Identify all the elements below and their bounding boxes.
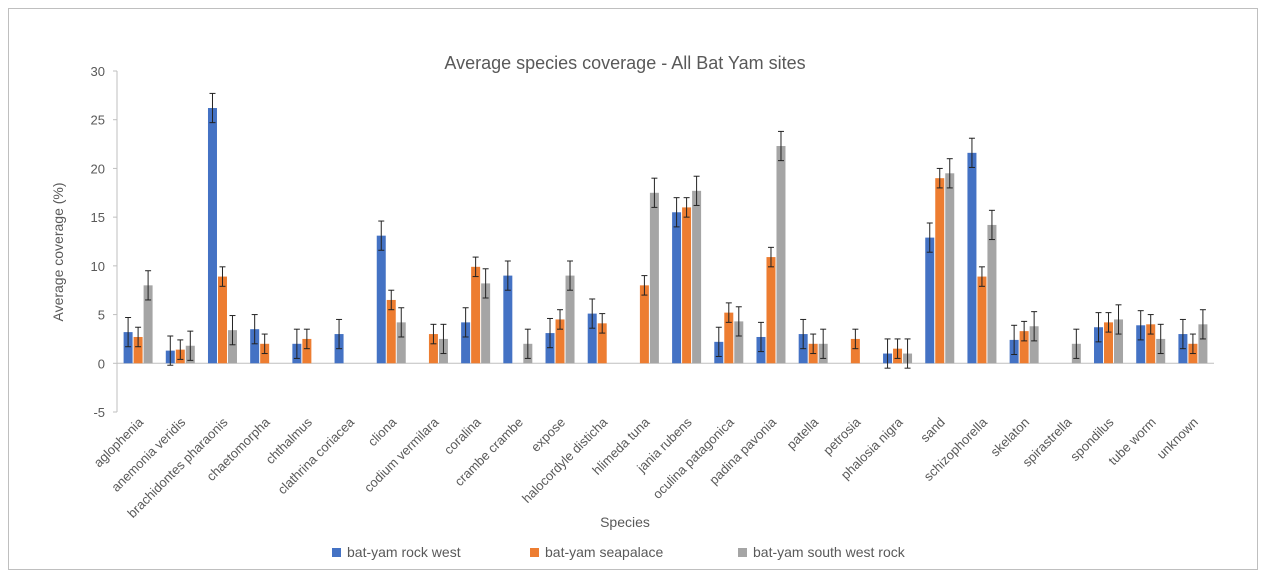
bar: [227, 330, 237, 364]
legend-swatch: [530, 548, 539, 557]
x-tick-label: sand: [917, 415, 948, 446]
y-tick-label: 5: [98, 308, 105, 323]
bar: [682, 207, 692, 364]
y-tick-label: 20: [91, 161, 105, 176]
bar: [692, 190, 702, 364]
bar: [587, 313, 597, 364]
bar: [850, 338, 860, 364]
bar: [945, 173, 955, 364]
bar: [672, 212, 682, 364]
bar: [649, 192, 659, 364]
bar: [776, 146, 786, 364]
x-tick-label: expose: [528, 415, 568, 455]
bar: [250, 329, 260, 364]
x-tick-label: cliona: [365, 414, 400, 449]
bar: [143, 285, 153, 364]
y-tick-label: 25: [91, 113, 105, 128]
bar-chart: Average species coverage - All Bat Yam s…: [50, 53, 1214, 560]
bar: [386, 299, 396, 364]
legend: bat-yam rock west bat-yam seapalace bat-ya…: [332, 544, 906, 560]
x-axis-title: Species: [600, 514, 650, 530]
bar: [1029, 326, 1039, 364]
bar: [1094, 327, 1104, 364]
bar: [925, 237, 935, 364]
bar: [724, 312, 734, 364]
chart-title: Average species coverage - All Bat Yam s…: [444, 53, 805, 73]
y-axis-title: Average coverage (%): [50, 182, 66, 321]
bar: [967, 152, 977, 364]
bar: [428, 334, 438, 364]
bar: [123, 332, 133, 364]
y-tick-label: 0: [98, 356, 105, 371]
legend-label: bat-yam rock west: [347, 544, 461, 560]
bar: [597, 323, 607, 364]
bar: [396, 322, 406, 364]
y-tick-label: 15: [91, 210, 105, 225]
y-tick-label: 10: [91, 259, 105, 274]
legend-swatch: [738, 548, 747, 557]
x-tick-label: codium vermilara: [361, 414, 442, 495]
bar: [1146, 324, 1156, 364]
x-tick-label: anemonia veridis: [108, 414, 188, 494]
bar: [734, 321, 744, 364]
bar: [935, 178, 945, 364]
bar: [1198, 324, 1208, 364]
bar: [207, 108, 217, 364]
x-tick-label: unknown: [1154, 415, 1201, 462]
bar: [565, 275, 575, 364]
bar: [481, 283, 491, 364]
chart-frame: Average species coverage - All Bat Yam s…: [8, 8, 1258, 570]
bar: [1136, 325, 1146, 364]
bar: [471, 266, 481, 364]
bar: [503, 275, 513, 364]
legend-label: bat-yam south west rock: [753, 544, 906, 560]
bar: [977, 276, 987, 364]
legend-label: bat-yam seapalace: [545, 544, 664, 560]
bar: [639, 285, 649, 364]
y-tick-label: 30: [91, 64, 105, 79]
bar: [1104, 322, 1114, 364]
legend-swatch: [332, 548, 341, 557]
x-tick-label: patella: [784, 414, 822, 452]
bar: [766, 257, 776, 364]
bar: [1114, 319, 1124, 364]
bar: [133, 336, 143, 364]
bar: [461, 322, 471, 364]
bar: [217, 276, 227, 364]
y-tick-label: -5: [93, 405, 105, 420]
x-tick-label: clathrina coriacea: [275, 414, 358, 497]
bar: [555, 319, 565, 364]
bar: [376, 235, 386, 364]
bar: [302, 338, 312, 364]
bar: [987, 224, 997, 364]
bar: [1019, 331, 1029, 364]
